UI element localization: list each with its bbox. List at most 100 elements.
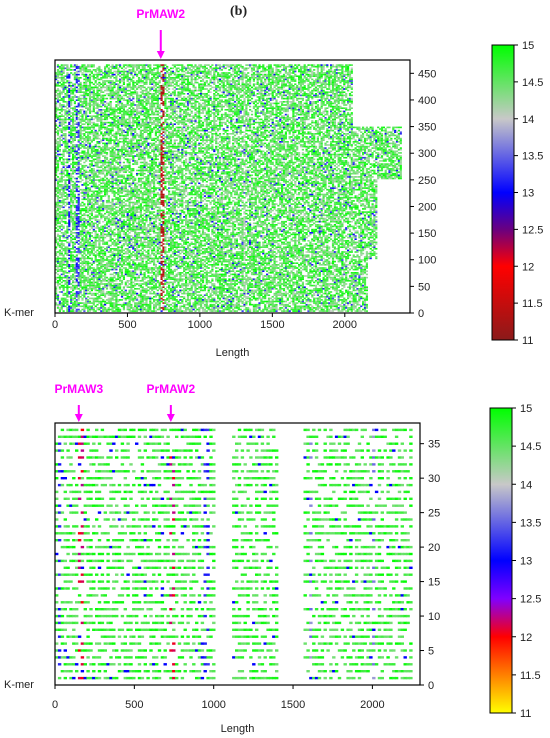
heatmap-cell	[350, 310, 353, 312]
heatmap-cell	[352, 262, 355, 264]
heatmap-cell	[77, 296, 80, 298]
heatmap-cell	[267, 281, 271, 284]
heatmap-cell	[347, 292, 350, 295]
heatmap-cell	[247, 300, 250, 303]
heatmap-cell	[186, 264, 190, 266]
heatmap-cell	[87, 273, 90, 276]
heatmap-cell	[269, 270, 272, 272]
heatmap-cell	[203, 297, 206, 300]
heatmap-cell	[58, 308, 61, 311]
heatmap-cell	[68, 267, 71, 269]
heatmap-cell	[247, 288, 250, 290]
heatmap-cell	[72, 307, 75, 309]
heatmap-cell	[55, 276, 58, 279]
heatmap-cell	[85, 307, 88, 309]
heatmap-cell	[256, 273, 259, 276]
heatmap-cell	[143, 302, 146, 304]
heatmap-cell	[75, 257, 78, 260]
heatmap-cell	[162, 305, 165, 308]
heatmap-cell	[330, 294, 333, 296]
heatmap-cell	[128, 296, 131, 298]
heatmap-cell	[309, 248, 312, 250]
heatmap-cell	[183, 256, 186, 258]
heatmap-cell	[239, 281, 242, 284]
heatmap-cell	[158, 284, 161, 287]
heatmap-cell	[343, 281, 346, 284]
heatmap-cell	[72, 260, 75, 263]
heatmap-cell	[130, 288, 133, 290]
heatmap-cell	[70, 275, 73, 277]
heatmap-cell	[119, 288, 122, 290]
heatmap-cell	[365, 256, 368, 258]
heatmap-cell	[326, 278, 329, 280]
heatmap-cell	[228, 259, 231, 261]
heatmap-cell	[331, 288, 335, 290]
heatmap-cell	[322, 260, 325, 263]
heatmap-cell	[217, 273, 220, 276]
heatmap-cell	[311, 272, 314, 274]
heatmap-cell	[207, 243, 210, 245]
heatmap-cell	[305, 248, 308, 250]
heatmap-cell	[262, 257, 265, 260]
heatmap-cell	[318, 256, 321, 258]
heatmap-cell	[141, 273, 144, 276]
heatmap-cell	[119, 284, 122, 287]
heatmap-cell	[299, 249, 303, 252]
heatmap-cell	[81, 273, 84, 276]
heatmap-cell	[169, 268, 173, 271]
heatmap-cell	[356, 246, 359, 248]
heatmap-cell	[196, 257, 199, 260]
heatmap-cell	[301, 288, 304, 290]
heatmap-cell	[73, 251, 76, 253]
heatmap-cell	[309, 270, 312, 272]
heatmap-cell	[237, 251, 240, 253]
heatmap-cell	[235, 283, 238, 285]
heatmap-cell	[358, 246, 361, 248]
heatmap-cell	[247, 284, 250, 287]
heatmap-cell	[115, 308, 118, 311]
heatmap-cell	[134, 249, 137, 252]
heatmap-cell	[269, 291, 272, 293]
heatmap-cell	[171, 246, 174, 248]
heatmap-cell	[218, 310, 222, 312]
heatmap-cell	[296, 280, 299, 282]
heatmap-cell	[141, 260, 144, 263]
heatmap-cell	[292, 283, 295, 285]
heatmap-cell	[243, 288, 246, 290]
heatmap-cell	[298, 283, 301, 285]
heatmap-cell	[252, 251, 255, 253]
heatmap-cell	[314, 262, 318, 264]
heatmap-cell	[350, 251, 353, 253]
heatmap-cell	[156, 249, 159, 252]
heatmap-cell	[296, 257, 299, 260]
heatmap-cell	[247, 286, 250, 288]
heatmap-cell	[132, 284, 135, 287]
heatmap-cell	[281, 296, 284, 298]
heatmap-cell	[313, 270, 316, 272]
heatmap-cell	[190, 284, 193, 287]
heatmap-cell	[134, 259, 137, 261]
heatmap-cell	[326, 305, 329, 308]
heatmap-cell	[215, 280, 218, 282]
heatmap-cell	[109, 244, 112, 247]
heatmap-cell	[343, 308, 346, 311]
heatmap-cell	[305, 244, 308, 247]
heatmap-cell	[58, 276, 61, 279]
heatmap-cell	[147, 243, 150, 245]
heatmap-cell	[232, 254, 235, 256]
heatmap-cell	[271, 278, 274, 280]
heatmap-cell	[311, 267, 314, 269]
heatmap-cell	[72, 246, 75, 248]
heatmap-cell	[226, 252, 229, 255]
heatmap-cell	[120, 299, 124, 301]
heatmap-cell	[335, 283, 338, 285]
heatmap-cell	[237, 305, 240, 308]
heatmap-cell	[243, 259, 246, 261]
heatmap-cell	[186, 308, 190, 311]
heatmap-cell	[241, 302, 244, 304]
heatmap-cell	[237, 252, 240, 255]
heatmap-cell	[331, 267, 335, 269]
heatmap-cell	[77, 264, 80, 266]
heatmap-cell	[356, 284, 359, 287]
heatmap-cell	[75, 302, 78, 304]
